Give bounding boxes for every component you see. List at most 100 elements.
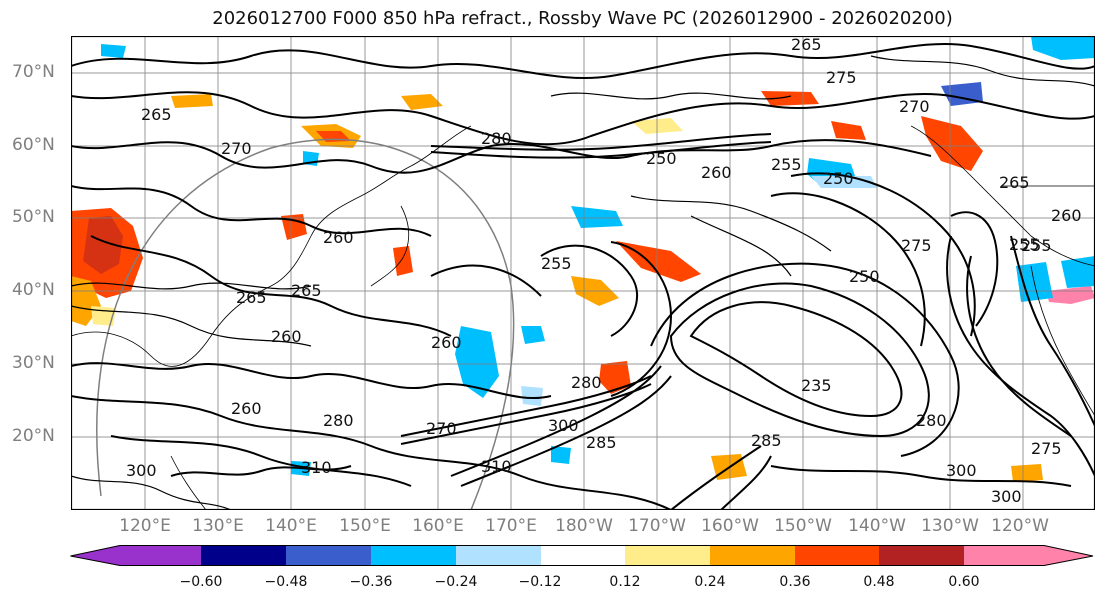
- anomaly-patch-orange: [1011, 464, 1043, 482]
- anomaly-patch-orange: [599, 361, 631, 394]
- anomaly-patch-blue: [521, 386, 543, 406]
- contour-label: 260: [231, 399, 262, 418]
- contour-label: 260: [271, 327, 302, 346]
- colorbar-tick-label: −0.60: [179, 574, 223, 590]
- lon-label: 120°W: [991, 516, 1049, 536]
- colorbar-bin: [201, 545, 286, 566]
- colorbar-tick-label: 0.12: [609, 574, 641, 590]
- anomaly-patch-orange: [921, 116, 983, 171]
- colorbar-bin: [879, 545, 964, 566]
- contour-label: 250: [849, 267, 880, 286]
- colorbar-extend-low: [70, 545, 201, 566]
- lon-label: 130°E: [192, 516, 244, 536]
- contour-lines: [71, 42, 1095, 510]
- colorbar-tick-label: 0.24: [694, 574, 726, 590]
- anomaly-patch-blue: [551, 446, 571, 464]
- contour-label: 280: [571, 373, 602, 392]
- contour-label: 260: [701, 163, 732, 182]
- contour-label: 285: [586, 433, 617, 452]
- anomaly-patch-orange: [171, 94, 213, 108]
- anomaly-patch-orange: [831, 121, 866, 140]
- lat-label: 70°N: [12, 62, 55, 82]
- lon-label: 140°W: [848, 516, 906, 536]
- lon-label: 160°W: [701, 516, 759, 536]
- contour-label: 255: [1009, 235, 1040, 254]
- colorbar-tick-label: 0.60: [948, 574, 980, 590]
- lon-label: 120°E: [119, 516, 171, 536]
- lat-label: 20°N: [12, 426, 55, 446]
- contour-label: 300: [991, 487, 1022, 506]
- contour-label: 280: [323, 411, 354, 430]
- anomaly-patch-blue: [521, 326, 545, 344]
- contour-label: 280: [916, 411, 947, 430]
- contour-label: 265: [141, 105, 172, 124]
- colorbar-bin: [456, 545, 541, 566]
- colorbar-tick-label: −0.48: [264, 574, 308, 590]
- contour-label: 270: [426, 419, 457, 438]
- contour-label: 255: [541, 254, 572, 273]
- lon-label: 180°W: [555, 516, 613, 536]
- colorbar-tick-label: 0.48: [863, 574, 895, 590]
- lon-label: 170°E: [485, 516, 537, 536]
- colorbar-tick-label: −0.12: [518, 574, 562, 590]
- colorbar-tick-label: −0.36: [349, 574, 393, 590]
- lon-label: 150°E: [339, 516, 391, 536]
- contour-label: 265: [791, 36, 822, 54]
- colorbar-bin: [795, 545, 879, 566]
- map-background: [71, 36, 1095, 510]
- contour-label: 260: [1051, 206, 1082, 225]
- anomaly-patch-orange: [83, 216, 123, 274]
- lon-label: 140°E: [265, 516, 317, 536]
- anomaly-patch-blue: [1031, 36, 1095, 60]
- colorbar-bin: [286, 545, 371, 566]
- map-title: 2026012700 F000 850 hPa refract., Rossby…: [212, 8, 953, 29]
- lat-label: 40°N: [12, 280, 55, 300]
- contour-label: 260: [323, 228, 354, 247]
- lon-label: 130°W: [921, 516, 979, 536]
- anomaly-patch-blue: [455, 326, 499, 398]
- contour-label: 310: [301, 458, 332, 477]
- lon-label: 150°W: [774, 516, 832, 536]
- colorbar: [70, 545, 1094, 566]
- colorbar-bin: [541, 545, 625, 566]
- colorbar-outline: [70, 545, 1094, 566]
- lon-label: 170°W: [628, 516, 686, 536]
- contour-label: 275: [1031, 439, 1062, 458]
- anomaly-patch-orange: [393, 246, 413, 276]
- contour-label: 300: [126, 461, 157, 480]
- contour-label: 275: [901, 236, 932, 255]
- anomaly-patch-orange: [401, 94, 443, 110]
- contour-label: 275: [826, 68, 857, 87]
- colorbar-tick-label: 0.36: [779, 574, 811, 590]
- anomaly-patch-orange: [281, 214, 307, 240]
- contour-labels: 265 275 270 265 250 260 255 250 265 260 …: [126, 36, 1082, 506]
- coastlines: [71, 125, 1095, 510]
- colorbar-bin: [371, 545, 456, 566]
- contour-label: 265: [999, 173, 1030, 192]
- contour-label: 280: [481, 129, 512, 148]
- contour-label: 270: [221, 139, 252, 158]
- colorbar-bin: [625, 545, 710, 566]
- contour-label: 265: [236, 288, 267, 307]
- map-panel[interactable]: 265 275 270 265 250 260 255 250 265 260 …: [71, 36, 1095, 510]
- anomaly-patch-orange: [761, 91, 819, 106]
- lat-label: 50°N: [12, 207, 55, 227]
- contour-label: 255: [771, 155, 802, 174]
- contour-label: 250: [823, 169, 854, 188]
- contour-label: 260: [431, 333, 462, 352]
- lat-label: 30°N: [12, 353, 55, 373]
- lat-label: 60°N: [12, 135, 55, 155]
- contour-label: 250: [646, 149, 677, 168]
- contour-label: 300: [946, 461, 977, 480]
- anomaly-patch-blue: [1061, 256, 1095, 288]
- contour-label: 270: [899, 97, 930, 116]
- contour-label: 255: [1021, 236, 1052, 255]
- colorbar-tick-label: −0.24: [434, 574, 478, 590]
- contour-label: 310: [481, 457, 512, 476]
- colorbar-bin: [710, 545, 795, 566]
- contour-label: 265: [291, 281, 322, 300]
- contour-label: 235: [801, 376, 832, 395]
- contour-lines-thin: [71, 55, 1095, 510]
- great-circle-arc: [96, 138, 515, 510]
- map-frame: [71, 36, 1095, 510]
